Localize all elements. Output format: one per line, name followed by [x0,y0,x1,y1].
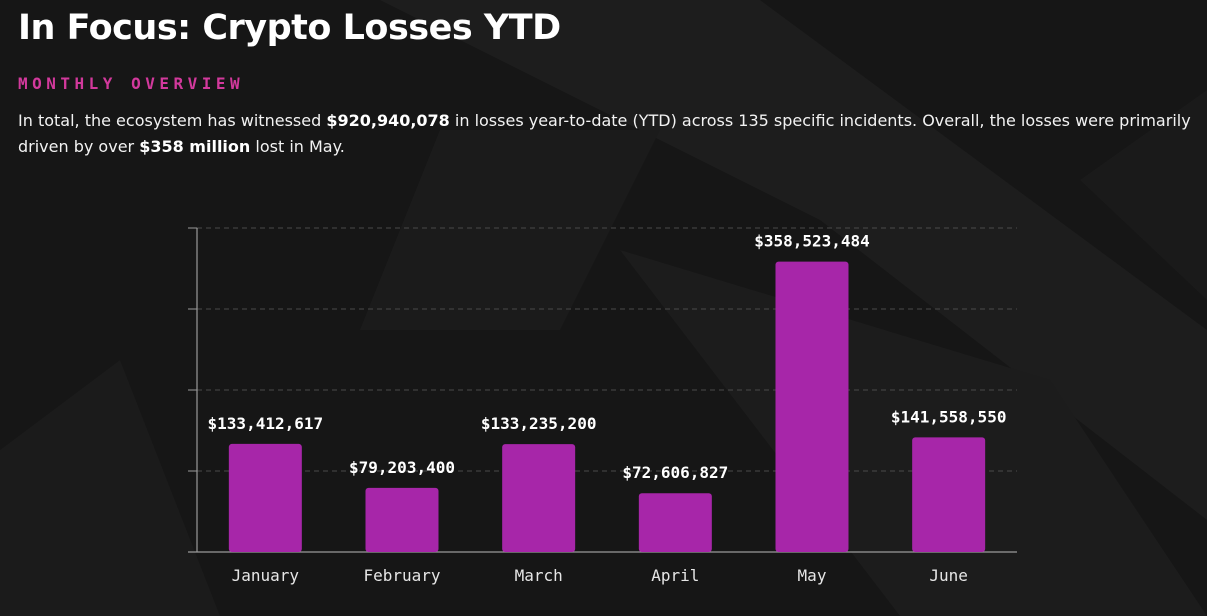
category-labels: January February March April May June [232,566,968,585]
summary-text-1: In total, the ecosystem has witnessed [18,111,327,130]
summary-text-3: lost in May. [250,137,345,156]
summary-text-2: in losses year-to-date (YTD) across 135 … [18,111,1191,156]
bars [228,261,986,552]
may-losses-highlight: $358 million [139,137,251,156]
axes [188,227,1017,553]
grid-lines [197,227,1017,472]
x-tick-label-january: January [232,566,300,585]
bar-may [775,261,849,552]
x-tick-label-february: February [363,566,440,585]
data-label-may: $358,523,484 [754,232,870,251]
section-label: MONTHLY OVERVIEW [18,74,245,93]
data-label-january: $133,412,617 [208,414,324,433]
bar-march [502,444,576,552]
x-tick-label-may: May [798,566,827,585]
bar-february [365,487,439,552]
data-label-june: $141,558,550 [891,407,1007,426]
data-label-february: $79,203,400 [349,458,455,477]
page-title: In Focus: Crypto Losses YTD [18,8,561,48]
x-tick-label-june: June [929,566,968,585]
data-label-april: $72,606,827 [622,463,728,482]
data-label-march: $133,235,200 [481,414,597,433]
x-tick-label-april: April [651,566,699,585]
bar-april [638,493,712,552]
bar-june [912,437,986,552]
data-labels: $133,412,617 $79,203,400 $133,235,200 $72,6… [208,232,1007,483]
x-tick-label-march: March [515,566,563,585]
summary-paragraph: In total, the ecosystem has witnessed $9… [18,108,1198,160]
bar-january [228,443,302,552]
total-losses-value: $920,940,078 [326,111,450,130]
